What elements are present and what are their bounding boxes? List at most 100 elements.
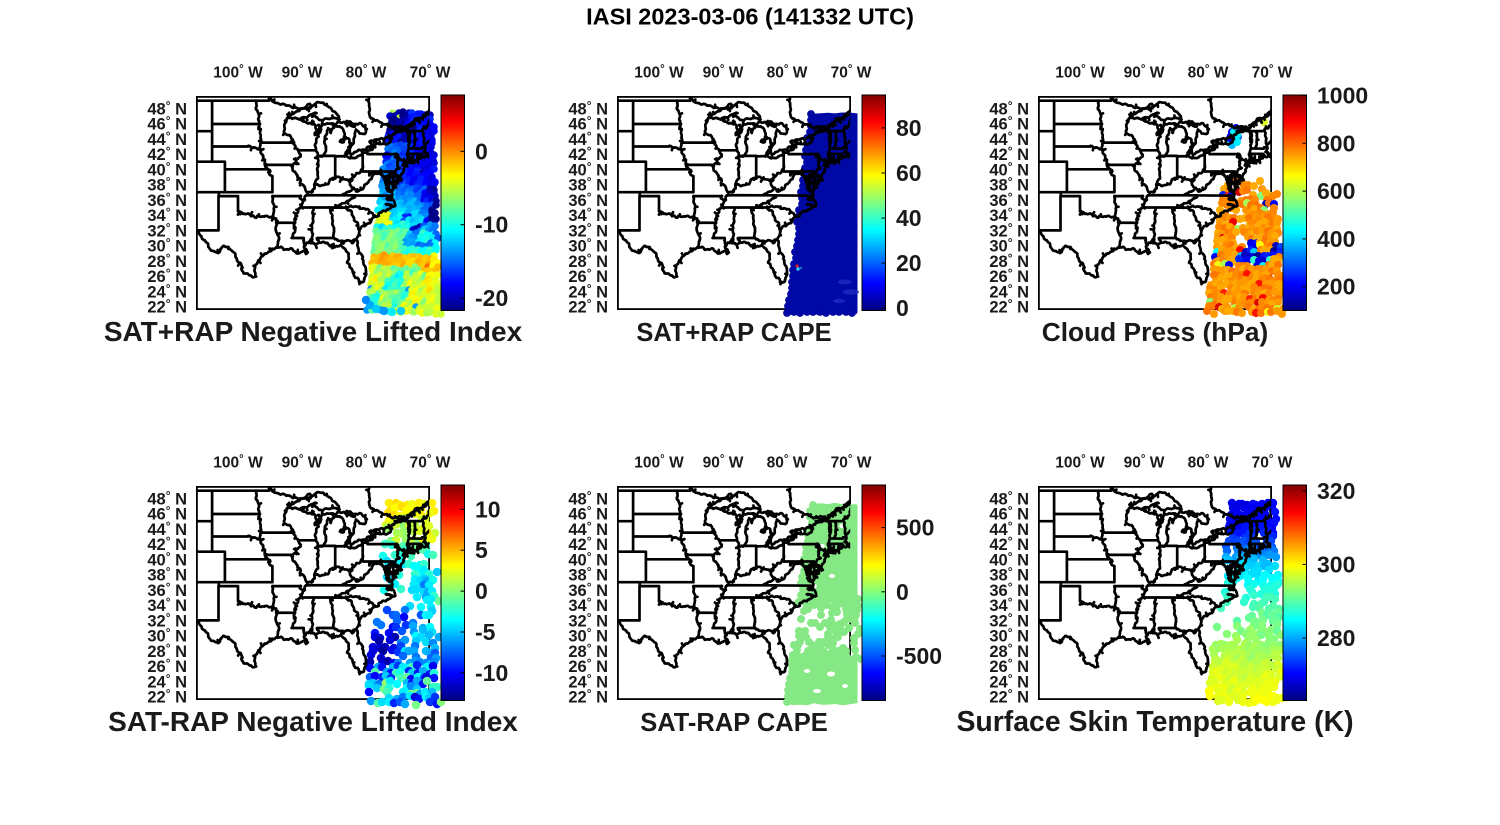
svg-text:70° W: 70° W <box>1252 454 1293 472</box>
svg-text:30° N: 30° N <box>989 236 1029 256</box>
svg-text:46° N: 46° N <box>147 114 187 134</box>
svg-text:44° N: 44° N <box>568 129 608 149</box>
svg-text:48° N: 48° N <box>147 98 187 118</box>
svg-text:24° N: 24° N <box>568 281 608 301</box>
svg-text:48° N: 48° N <box>568 488 608 508</box>
svg-text:38° N: 38° N <box>989 175 1029 195</box>
svg-text:80° W: 80° W <box>346 454 387 472</box>
svg-text:34° N: 34° N <box>989 205 1029 225</box>
svg-text:0: 0 <box>896 295 909 321</box>
svg-text:34° N: 34° N <box>989 595 1029 615</box>
svg-text:100° W: 100° W <box>634 454 684 472</box>
svg-text:500: 500 <box>896 515 934 541</box>
svg-text:-500: -500 <box>896 643 942 669</box>
svg-text:60: 60 <box>896 160 922 186</box>
svg-text:40° N: 40° N <box>989 159 1029 179</box>
svg-text:70° W: 70° W <box>1252 64 1293 82</box>
svg-text:36° N: 36° N <box>147 580 187 600</box>
svg-text:34° N: 34° N <box>147 205 187 225</box>
svg-text:48° N: 48° N <box>568 98 608 118</box>
svg-text:36° N: 36° N <box>989 190 1029 210</box>
svg-text:38° N: 38° N <box>147 175 187 195</box>
svg-text:44° N: 44° N <box>568 519 608 539</box>
svg-text:22° N: 22° N <box>147 687 187 707</box>
svg-text:24° N: 24° N <box>989 281 1029 301</box>
svg-text:SAT+RAP CAPE: SAT+RAP CAPE <box>636 319 831 347</box>
svg-text:200: 200 <box>1317 274 1355 300</box>
svg-text:400: 400 <box>1317 226 1355 252</box>
svg-text:34° N: 34° N <box>568 595 608 615</box>
svg-text:70° W: 70° W <box>410 454 451 472</box>
svg-text:48° N: 48° N <box>989 488 1029 508</box>
svg-text:30° N: 30° N <box>568 236 608 256</box>
svg-text:24° N: 24° N <box>989 671 1029 691</box>
svg-text:46° N: 46° N <box>568 114 608 134</box>
svg-text:36° N: 36° N <box>568 580 608 600</box>
svg-text:32° N: 32° N <box>147 610 187 630</box>
svg-text:90° W: 90° W <box>282 454 323 472</box>
svg-text:24° N: 24° N <box>147 671 187 691</box>
svg-text:SAT+RAP Negative Lifted Index: SAT+RAP Negative Lifted Index <box>104 316 523 347</box>
svg-text:42° N: 42° N <box>568 144 608 164</box>
svg-text:280: 280 <box>1317 625 1355 651</box>
svg-text:26° N: 26° N <box>989 266 1029 286</box>
svg-text:36° N: 36° N <box>989 580 1029 600</box>
svg-text:300: 300 <box>1317 551 1355 577</box>
svg-text:100° W: 100° W <box>1055 64 1105 82</box>
svg-text:28° N: 28° N <box>147 251 187 271</box>
svg-text:IASI 2023-03-06 (141332 UTC): IASI 2023-03-06 (141332 UTC) <box>586 4 914 30</box>
svg-text:40: 40 <box>896 205 922 231</box>
svg-text:40° N: 40° N <box>147 159 187 179</box>
svg-text:36° N: 36° N <box>147 190 187 210</box>
svg-text:26° N: 26° N <box>147 656 187 676</box>
svg-text:48° N: 48° N <box>147 488 187 508</box>
svg-text:38° N: 38° N <box>568 565 608 585</box>
svg-text:46° N: 46° N <box>989 504 1029 524</box>
svg-text:40° N: 40° N <box>568 549 608 569</box>
svg-text:32° N: 32° N <box>568 220 608 240</box>
svg-text:26° N: 26° N <box>568 266 608 286</box>
svg-text:38° N: 38° N <box>989 565 1029 585</box>
svg-text:24° N: 24° N <box>147 281 187 301</box>
svg-text:30° N: 30° N <box>147 236 187 256</box>
svg-text:800: 800 <box>1317 130 1355 156</box>
svg-text:100° W: 100° W <box>1055 454 1105 472</box>
svg-text:0: 0 <box>475 138 488 164</box>
svg-text:38° N: 38° N <box>147 565 187 585</box>
svg-text:32° N: 32° N <box>568 610 608 630</box>
svg-text:80° W: 80° W <box>346 64 387 82</box>
svg-text:-20: -20 <box>475 285 508 311</box>
svg-text:-10: -10 <box>475 212 508 238</box>
svg-text:42° N: 42° N <box>989 144 1029 164</box>
svg-text:44° N: 44° N <box>147 129 187 149</box>
svg-text:100° W: 100° W <box>634 64 684 82</box>
svg-text:5: 5 <box>475 537 488 563</box>
svg-text:28° N: 28° N <box>568 251 608 271</box>
svg-text:100° W: 100° W <box>213 454 263 472</box>
svg-text:-5: -5 <box>475 619 496 645</box>
svg-text:32° N: 32° N <box>989 610 1029 630</box>
svg-text:SAT-RAP Negative Lifted Index: SAT-RAP Negative Lifted Index <box>108 706 518 737</box>
svg-text:26° N: 26° N <box>568 656 608 676</box>
svg-text:100° W: 100° W <box>213 64 263 82</box>
svg-text:42° N: 42° N <box>989 534 1029 554</box>
svg-text:90° W: 90° W <box>703 64 744 82</box>
svg-text:Surface Skin Temperature (K): Surface Skin Temperature (K) <box>956 706 1353 738</box>
svg-text:26° N: 26° N <box>989 656 1029 676</box>
svg-text:22° N: 22° N <box>568 687 608 707</box>
svg-text:22° N: 22° N <box>989 297 1029 317</box>
svg-text:70° W: 70° W <box>410 64 451 82</box>
svg-text:46° N: 46° N <box>568 504 608 524</box>
svg-text:34° N: 34° N <box>147 595 187 615</box>
svg-text:26° N: 26° N <box>147 266 187 286</box>
svg-text:22° N: 22° N <box>147 297 187 317</box>
svg-text:80° W: 80° W <box>1188 454 1229 472</box>
svg-text:36° N: 36° N <box>568 190 608 210</box>
svg-text:80° W: 80° W <box>767 454 808 472</box>
svg-text:30° N: 30° N <box>568 626 608 646</box>
svg-text:42° N: 42° N <box>568 534 608 554</box>
svg-text:0: 0 <box>896 579 909 605</box>
svg-text:90° W: 90° W <box>282 64 323 82</box>
svg-text:44° N: 44° N <box>989 129 1029 149</box>
svg-text:22° N: 22° N <box>568 297 608 317</box>
